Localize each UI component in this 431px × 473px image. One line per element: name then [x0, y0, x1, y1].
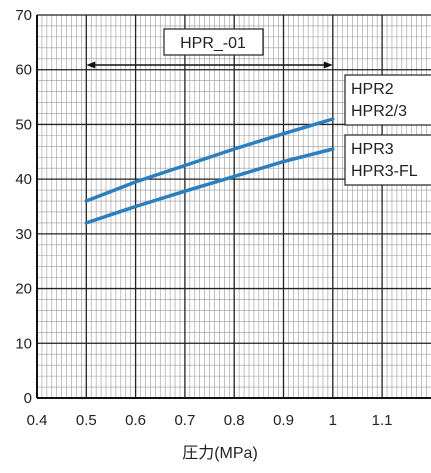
x-tick-label: 0.6	[125, 412, 146, 429]
tick-labels: 0 10 20 30 40 50 60 70 0.4 0.5 0.6 0.7 0.8 0.9 1 1.1	[15, 7, 392, 429]
x-tick-label: 0.5	[76, 412, 97, 429]
y-tick-label: 30	[15, 226, 32, 243]
x-tick-label: 0.8	[224, 412, 245, 429]
x-tick-label: 0.7	[174, 412, 195, 429]
x-tick-label: 1	[329, 412, 337, 429]
axes	[36, 15, 431, 399]
series-label: HPR2	[351, 81, 394, 98]
x-tick-label: 1.1	[372, 412, 393, 429]
series-line	[84, 147, 335, 225]
range-arrow-head-right	[323, 61, 333, 69]
x-tick-label: 0.4	[27, 412, 48, 429]
y-tick-label: 0	[24, 390, 32, 407]
y-tick-label: 50	[15, 116, 32, 133]
y-tick-label: 10	[15, 335, 32, 352]
x-axis-label: 圧力(MPa)	[182, 444, 258, 462]
series-lines	[84, 117, 335, 225]
series-label-box	[344, 134, 431, 186]
series-label: HPR3-FL	[351, 163, 418, 180]
series-label: HPR3	[351, 141, 394, 158]
series-label: HPR2/3	[351, 103, 407, 120]
range-label-box	[163, 28, 264, 56]
annotations: HPR_-01 HPR2 HPR2/3 HPR3 HPR3-FL	[86, 28, 431, 186]
y-tick-label: 70	[15, 7, 32, 24]
y-tick-label: 60	[15, 62, 32, 79]
y-tick-label: 40	[15, 171, 32, 188]
series-line	[84, 117, 335, 203]
series-label-box	[344, 74, 431, 126]
range-label: HPR_-01	[180, 35, 246, 52]
y-tick-label: 20	[15, 281, 32, 298]
range-arrow-head-left	[86, 61, 96, 69]
x-tick-label: 0.9	[273, 412, 294, 429]
